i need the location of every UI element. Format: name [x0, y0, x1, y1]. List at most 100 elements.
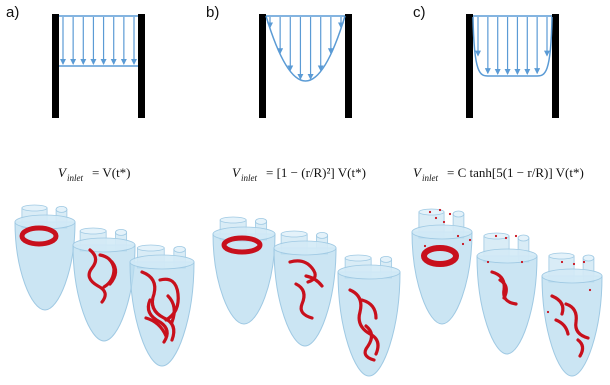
vortex-fragment	[448, 212, 452, 216]
ventricle-model	[541, 252, 603, 377]
ventricle-top	[541, 268, 603, 284]
vortex-filament	[166, 294, 176, 324]
equation-rhs: = V(t*)	[92, 165, 131, 180]
ventricle-model	[72, 227, 136, 342]
vessel-opening	[173, 245, 186, 253]
vortex-filament	[304, 274, 324, 288]
ventricle-model	[212, 216, 276, 325]
vessel-opening	[344, 254, 372, 262]
vortex-ring	[421, 245, 459, 267]
channel-wall-right	[552, 14, 559, 118]
vessel-opening	[316, 231, 329, 239]
vessel-opening	[115, 228, 128, 236]
vortex-fragment	[494, 234, 498, 238]
vessel-opening	[517, 234, 530, 242]
equation-rhs: = [1 − (r/R)²] V(t*)	[266, 165, 366, 180]
velocity-profile-curve	[265, 15, 346, 82]
vessel-opening	[280, 230, 308, 238]
vortex-filament	[550, 294, 565, 316]
equation-lhs: V	[58, 165, 68, 180]
ventricle-top	[337, 264, 401, 280]
ventricle-top	[476, 248, 538, 264]
equation-rhs: = C tanh[5(1 − r/R)] V(t*)	[447, 165, 584, 180]
channel-wall-right	[345, 14, 352, 118]
vessel-opening	[21, 204, 48, 212]
vortex-fragment	[504, 236, 508, 240]
equation-lhs-subscript: inlet	[67, 173, 83, 183]
vortex-filament	[576, 338, 585, 358]
vessel-opening	[418, 208, 445, 216]
vessel-opening	[452, 210, 465, 218]
ventricle-top	[411, 224, 473, 240]
ventricle-renderings	[14, 204, 603, 377]
vortex-ring	[221, 235, 263, 255]
inlet-profile-tanh	[466, 14, 559, 118]
vortex-fragment	[442, 220, 446, 224]
ventricle-model	[411, 208, 473, 325]
ventricle-body	[212, 233, 276, 325]
vortex-filament	[363, 324, 376, 362]
equation-lhs: V	[413, 165, 423, 180]
velocity-arrows	[60, 17, 137, 65]
ventricle-body	[541, 275, 603, 377]
panel-label-c: c)	[413, 4, 426, 21]
ventricle-top	[129, 254, 195, 270]
panel-label-b: b)	[206, 4, 220, 21]
ventricle-body	[337, 271, 401, 377]
vortex-fragment	[560, 260, 564, 264]
ventricle-model	[337, 254, 401, 377]
inlet-profile-uniform	[52, 14, 145, 118]
channel-wall-left	[466, 14, 473, 118]
velocity-arrows	[267, 17, 344, 80]
vortex-filament	[348, 288, 380, 356]
ventricle-model	[14, 204, 76, 311]
vessel-opening	[55, 205, 68, 213]
ventricle-body	[476, 255, 538, 355]
channel-wall-left	[52, 14, 59, 118]
equation-b: V inlet = [1 − (r/R)²] V(t*)	[232, 165, 366, 183]
vortex-ring	[19, 225, 59, 247]
inlet-profile-parabolic	[259, 14, 352, 118]
equation-lhs-subscript: inlet	[422, 173, 438, 183]
vessel-opening	[79, 227, 107, 235]
ventricle-model	[273, 230, 337, 347]
channel-wall-right	[138, 14, 145, 118]
velocity-profile-curve	[472, 16, 553, 77]
vortex-filament	[294, 282, 314, 320]
vortex-filament	[554, 318, 570, 336]
vortex-fragment	[438, 208, 442, 212]
vortex-filament	[144, 316, 168, 338]
vessel-opening	[582, 254, 595, 262]
vortex-filament	[360, 298, 378, 320]
ventricle-model	[129, 244, 195, 367]
vortex-fragment	[423, 244, 427, 248]
ventricle-top	[212, 226, 276, 242]
vortex-filament	[498, 278, 508, 300]
vortex-fragment	[514, 234, 518, 238]
vessel-opening	[548, 252, 575, 260]
ventricle-top	[273, 240, 337, 256]
equation-lhs-subscript: inlet	[241, 173, 257, 183]
vortex-fragment	[428, 210, 432, 214]
vortex-filament	[564, 302, 590, 340]
equation-lhs: V	[232, 165, 242, 180]
vortex-fragment	[546, 310, 550, 314]
vortex-fragment	[572, 262, 576, 266]
equation-a: V inlet = V(t*)	[58, 165, 131, 183]
channel-wall-left	[259, 14, 266, 118]
ventricle-model	[476, 232, 538, 355]
velocity-arrows	[475, 17, 550, 75]
vortex-filament	[140, 270, 176, 342]
vessel-opening	[255, 217, 268, 225]
vortex-fragment	[468, 238, 472, 242]
equation-c: V inlet = C tanh[5(1 − r/R)] V(t*)	[413, 165, 584, 183]
vortex-filament	[490, 270, 518, 306]
vessel-opening	[380, 255, 393, 263]
vortex-filament	[87, 248, 107, 304]
vessel-opening	[219, 216, 247, 224]
vortex-fragment	[456, 234, 460, 238]
ventricle-top	[72, 237, 136, 253]
vortex-fragment	[486, 260, 490, 264]
vortex-fragment	[434, 216, 438, 220]
